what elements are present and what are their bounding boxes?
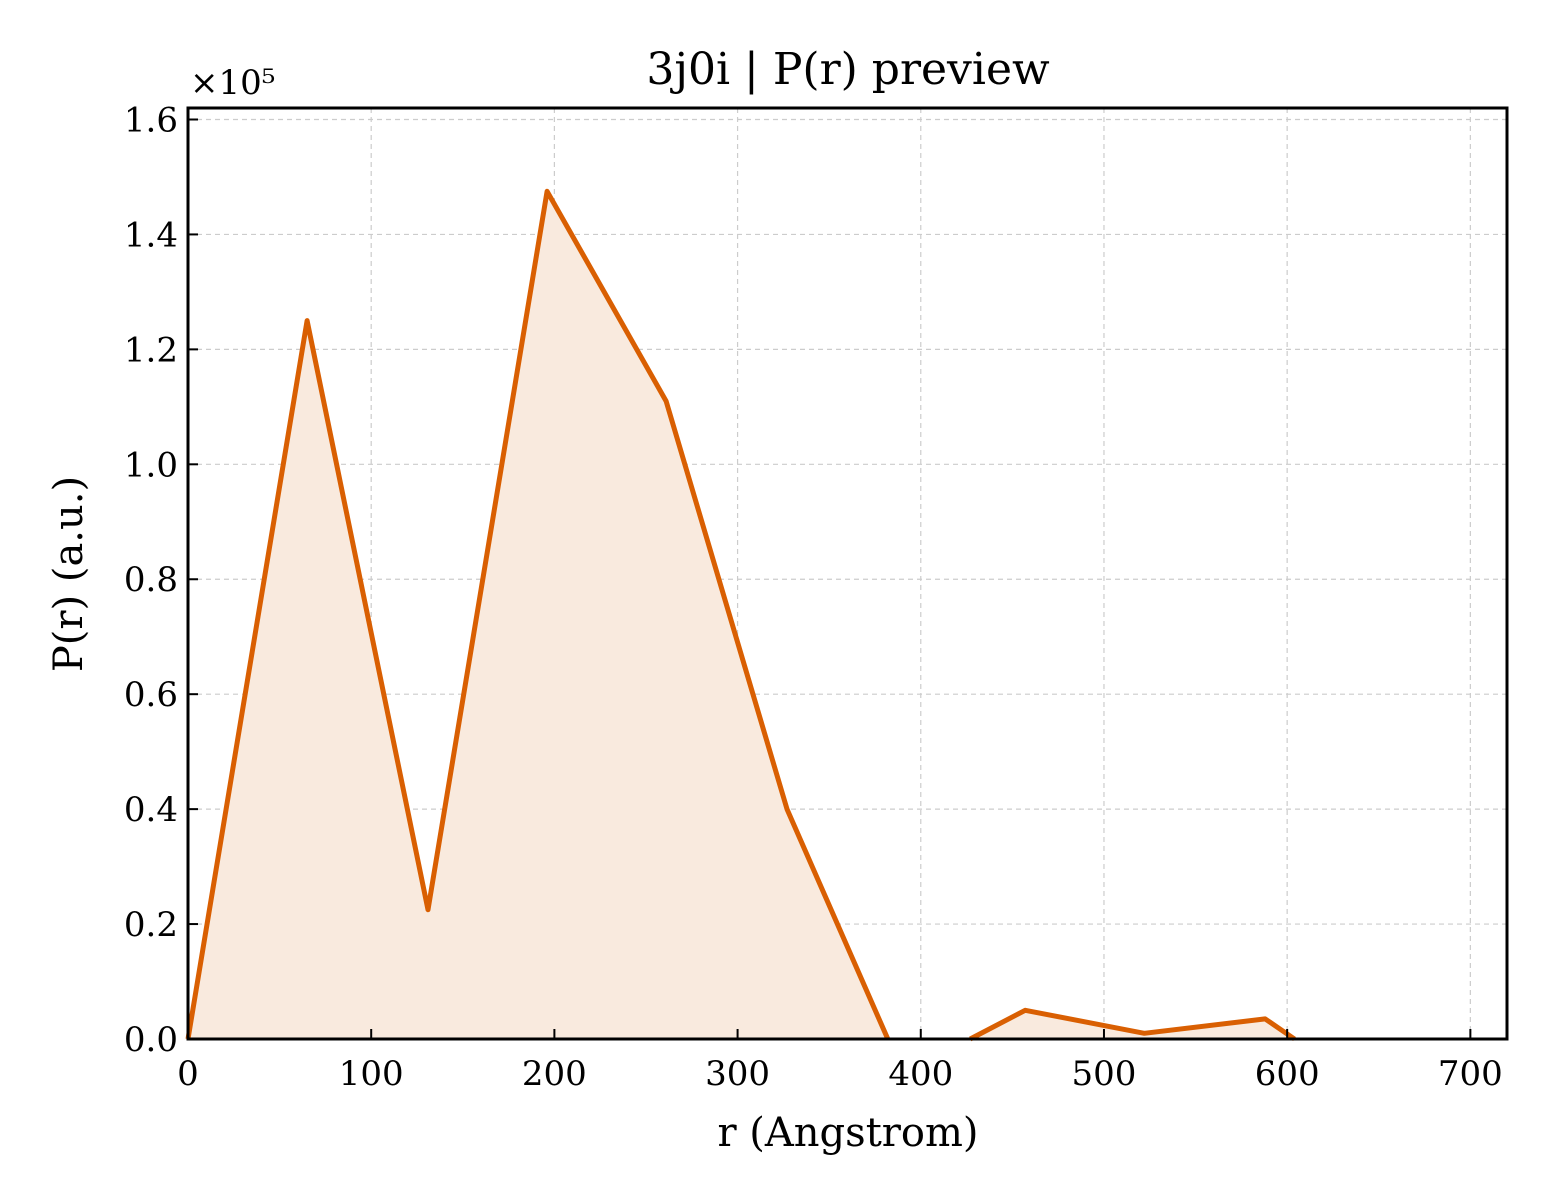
- y-axis-label: P(r) (a.u.): [46, 476, 92, 672]
- pr-line-segment-2: [969, 1007, 1296, 1042]
- x-tick-label: 600: [1255, 1054, 1320, 1094]
- y-tick-label: 0.4: [124, 790, 178, 830]
- pr-line-segment-1: [185, 188, 891, 1041]
- area-fills: [188, 191, 1295, 1040]
- y-tick-label: 1.2: [124, 330, 178, 370]
- series-lines: [185, 188, 1296, 1042]
- x-tick-label: 700: [1438, 1054, 1503, 1094]
- chart-title: 3j0i | P(r) preview: [646, 44, 1050, 95]
- y-axis-ticks: 0.0 0.2 0.4 0.6 0.8 1.0 1.2 1.4 1.6: [124, 100, 198, 1060]
- y-offset-label: ×10⁵: [190, 63, 275, 103]
- y-tick-label: 1.6: [124, 100, 178, 140]
- x-tick-label: 100: [339, 1054, 404, 1094]
- y-tick-label: 1.0: [124, 445, 178, 485]
- x-axis-label: r (Angstrom): [717, 1110, 978, 1156]
- y-tick-label: 1.4: [124, 215, 178, 255]
- y-tick-label: 0.2: [124, 905, 178, 945]
- y-tick-label: 0.6: [124, 675, 178, 715]
- x-tick-label: 300: [705, 1054, 770, 1094]
- x-tick-label: 0: [177, 1054, 199, 1094]
- y-tick-label: 0.0: [124, 1020, 178, 1060]
- y-tick-label: 0.8: [124, 560, 178, 600]
- x-tick-label: 400: [888, 1054, 953, 1094]
- x-tick-label: 500: [1072, 1054, 1137, 1094]
- x-tick-label: 200: [522, 1054, 587, 1094]
- x-axis-ticks: 0 100 200 300 400 500 600 700: [177, 1029, 1503, 1094]
- plot-frame: [186, 106, 1509, 1041]
- area-fill-segment-1: [188, 191, 888, 1040]
